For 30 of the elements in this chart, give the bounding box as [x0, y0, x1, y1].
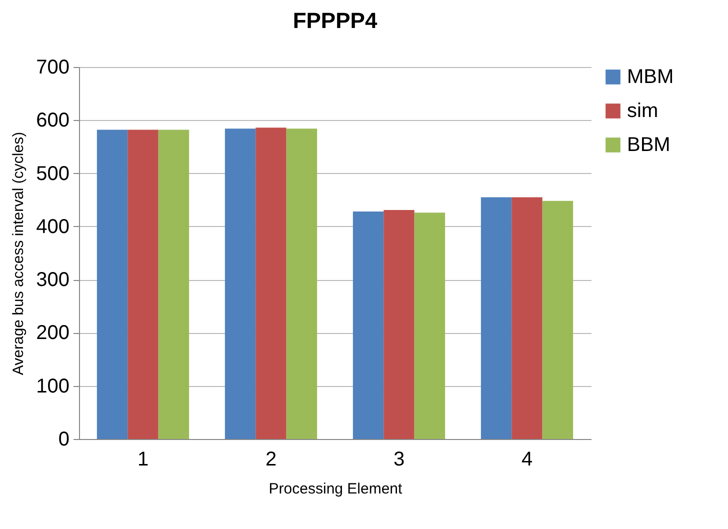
- bar: [352, 212, 384, 439]
- bar: [256, 128, 286, 439]
- x-tick-label: 2: [265, 448, 277, 470]
- x-tick-label: 3: [393, 448, 405, 470]
- chart-title: FPPPP4: [292, 8, 378, 33]
- x-tick-label: 1: [137, 448, 149, 470]
- bar: [512, 197, 542, 439]
- legend-label: BBM: [627, 134, 670, 156]
- x-tick-label: 4: [521, 448, 533, 470]
- legend-label: sim: [627, 100, 658, 122]
- y-tick-label: 600: [36, 110, 70, 132]
- bar: [384, 210, 414, 439]
- bar: [414, 212, 446, 439]
- bar: [128, 130, 158, 439]
- y-tick-label: 700: [36, 56, 70, 78]
- y-tick-label: 100: [36, 375, 70, 398]
- bar: [96, 130, 128, 439]
- legend-label: MBM: [627, 66, 674, 88]
- bar: [158, 130, 190, 439]
- y-tick-label: 200: [36, 322, 70, 344]
- y-tick-label: 300: [36, 269, 70, 292]
- y-tick-label: 400: [36, 216, 70, 238]
- bar: [224, 128, 256, 439]
- bar: [542, 200, 574, 439]
- bar: [480, 197, 512, 439]
- x-axis-title: Processing Element: [268, 480, 404, 498]
- y-tick-label: 0: [58, 428, 70, 450]
- bar: [286, 128, 318, 439]
- y-axis-title: Average bus access interval (cycles): [10, 132, 28, 376]
- y-tick-label: 500: [36, 162, 70, 185]
